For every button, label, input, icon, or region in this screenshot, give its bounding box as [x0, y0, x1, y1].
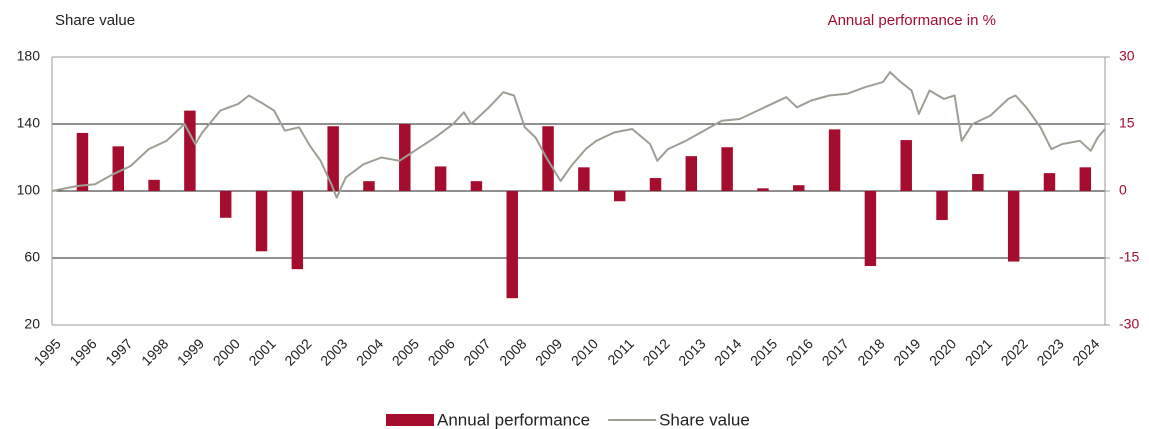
bar: [721, 147, 733, 191]
y-tick-label: 140: [17, 115, 41, 131]
y2-tick-label: 15: [1119, 115, 1135, 131]
bar: [1043, 173, 1056, 191]
bar: [757, 188, 769, 191]
x-tick-label: 1999: [174, 335, 207, 368]
bar: [327, 126, 339, 191]
y2-axis-title: Annual performance in %: [828, 12, 996, 29]
x-tick-label: 2016: [783, 335, 816, 368]
bar: [793, 185, 805, 191]
x-tick-label: 1998: [138, 335, 171, 368]
x-tick-label: 2006: [425, 335, 458, 368]
bar: [864, 191, 877, 267]
line: [51, 71, 1106, 199]
x-tick-label: 2009: [532, 335, 565, 368]
bar: [219, 191, 232, 218]
bar: [148, 179, 160, 191]
x-tick-label: 2012: [639, 335, 672, 368]
y-tick-label: 20: [24, 316, 40, 332]
y2-tick-label: 30: [1119, 48, 1135, 64]
bar: [434, 166, 447, 191]
x-tick-label: 2024: [1069, 335, 1102, 368]
x-tick-label: 2001: [245, 335, 278, 368]
bar: [936, 191, 948, 221]
x-tick-label: 2013: [675, 335, 708, 368]
x-tick-label: 2010: [568, 335, 601, 368]
bar: [649, 178, 662, 191]
y2-tick-label: -15: [1119, 249, 1139, 265]
bar: [578, 167, 590, 191]
y2-tick-label: 0: [1119, 182, 1127, 198]
y-axis-title: Share value: [55, 12, 135, 29]
bar: [291, 191, 304, 270]
x-tick-label: 2003: [317, 335, 350, 368]
y-tick-label: 180: [17, 48, 41, 64]
bar: [685, 156, 698, 191]
bar: [506, 191, 518, 299]
y-tick-label: 60: [24, 249, 40, 265]
x-tick-label: 2020: [926, 335, 959, 368]
legend-label: Share value: [659, 410, 750, 429]
x-tick-label: 2014: [711, 335, 744, 368]
x-tick-label: 2018: [854, 335, 887, 368]
bar: [828, 129, 841, 191]
x-tick-label: 2004: [353, 335, 386, 368]
x-tick-label: 2002: [281, 335, 314, 368]
y2-tick-label: -30: [1119, 316, 1139, 332]
bar: [184, 110, 196, 191]
y-tick-label: 100: [17, 182, 41, 198]
bar: [900, 140, 912, 191]
x-tick-label: 2015: [747, 335, 780, 368]
x-tick-label: 2022: [998, 335, 1031, 368]
bar: [1007, 191, 1020, 262]
x-tick-label: 1996: [66, 335, 99, 368]
bar: [255, 191, 268, 252]
x-tick-label: 2008: [496, 335, 529, 368]
x-tick-label: 2021: [962, 335, 995, 368]
bar: [972, 174, 984, 191]
x-tick-label: 2000: [210, 335, 243, 368]
legend-label: Annual performance: [437, 410, 590, 429]
legend-swatch: [386, 414, 434, 426]
bar: [470, 181, 483, 191]
bar: [112, 146, 124, 191]
bar: [613, 191, 626, 202]
x-tick-label: 2017: [819, 335, 852, 368]
bar: [363, 181, 375, 191]
x-tick-label: 2005: [389, 335, 422, 368]
x-tick-label: 2007: [460, 335, 493, 368]
x-tick-label: 2023: [1033, 335, 1066, 368]
x-tick-label: 1995: [31, 335, 64, 368]
x-tick-label: 1997: [102, 335, 135, 368]
x-tick-label: 2011: [604, 335, 637, 368]
x-tick-label: 2019: [890, 335, 923, 368]
bar: [1079, 167, 1092, 191]
bar: [76, 132, 89, 191]
